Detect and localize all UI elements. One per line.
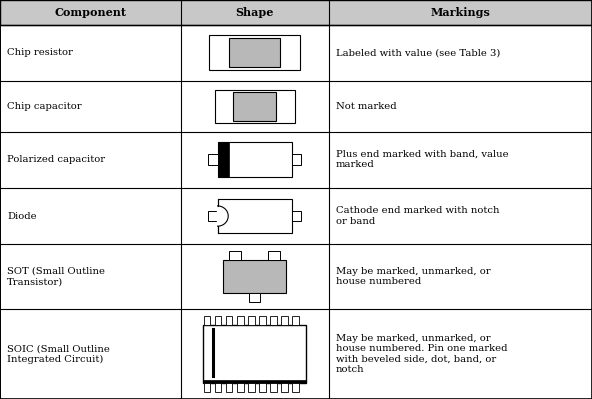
Text: Chip resistor: Chip resistor [7,48,73,57]
Bar [270,316,276,325]
Bar [292,383,299,392]
Text: Diode: Diode [7,211,37,221]
Bar [218,142,292,177]
Bar [215,316,221,325]
Bar [249,293,260,302]
Bar [202,380,307,383]
Text: Cathode end marked with notch
or band: Cathode end marked with notch or band [336,206,499,226]
Text: Chip capacitor: Chip capacitor [7,102,82,111]
Bar [270,383,276,392]
Bar [292,211,301,221]
Bar [208,154,218,165]
Bar [0,0,592,25]
Bar [226,383,233,392]
Bar [202,325,307,383]
Text: Labeled with value (see Table 3): Labeled with value (see Table 3) [336,48,500,57]
Bar [259,383,266,392]
Text: Component: Component [54,7,126,18]
Bar [237,383,243,392]
Bar [233,92,276,120]
Text: Not marked: Not marked [336,102,396,111]
Text: May be marked, unmarked, or
house numbered. Pin one marked
with beveled side, do: May be marked, unmarked, or house number… [336,334,507,374]
Bar [248,316,255,325]
Bar [215,383,221,392]
Bar [204,316,210,325]
Polygon shape [218,206,228,226]
Bar [281,316,288,325]
Bar [0,132,592,188]
Bar [237,316,243,325]
Bar [224,260,285,293]
Text: May be marked, unmarked, or
house numbered: May be marked, unmarked, or house number… [336,267,490,286]
Bar [0,25,592,81]
Bar [218,142,230,177]
Bar [0,188,592,244]
Text: Plus end marked with band, value
marked: Plus end marked with band, value marked [336,150,509,170]
Text: Polarized capacitor: Polarized capacitor [7,155,105,164]
Bar [208,36,300,70]
Bar [229,251,241,260]
Bar [204,383,210,392]
Bar [292,316,299,325]
Bar [0,309,592,399]
Bar [214,90,295,123]
Bar [208,211,218,221]
Bar [226,316,233,325]
Bar [218,199,292,233]
Bar [0,81,592,132]
Bar [0,244,592,309]
Text: SOT (Small Outline
Transistor): SOT (Small Outline Transistor) [7,267,105,286]
Bar [268,251,280,260]
Bar [281,383,288,392]
Bar [248,383,255,392]
Text: SOIC (Small Outline
Integrated Circuit): SOIC (Small Outline Integrated Circuit) [7,344,110,363]
Bar [230,38,280,67]
Bar [259,316,266,325]
Text: Shape: Shape [236,7,274,18]
Text: Markings: Markings [430,7,490,18]
Bar [292,154,301,165]
